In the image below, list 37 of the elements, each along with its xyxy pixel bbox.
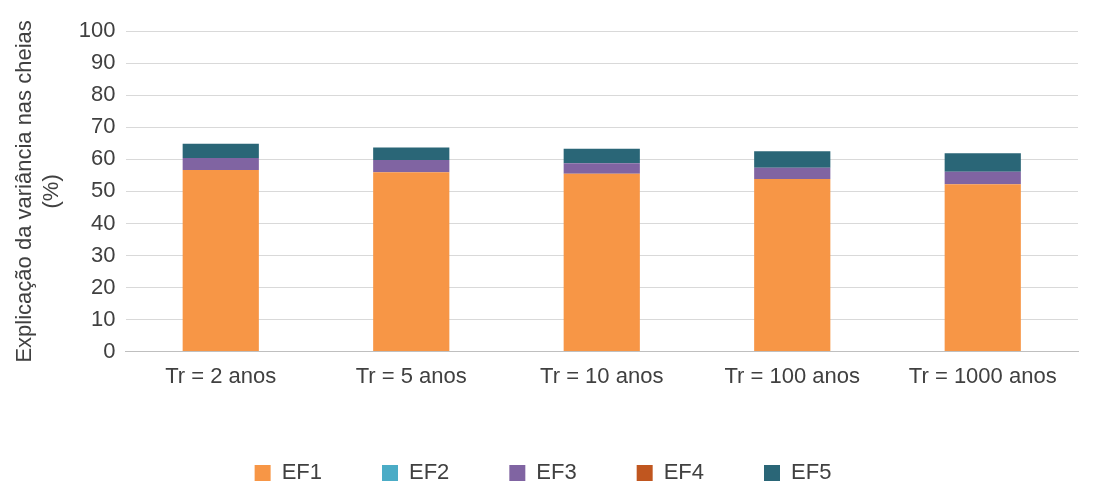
- x-tick-label: Tr = 10 anos: [540, 362, 664, 388]
- bar: [563, 173, 640, 352]
- y-tick-label: 40: [91, 209, 116, 235]
- bar: [182, 158, 259, 170]
- legend-label: EF3: [536, 459, 577, 485]
- y-tick-label: 100: [78, 17, 116, 43]
- y-tick-label: 20: [91, 273, 116, 299]
- bar: [944, 184, 1021, 352]
- bar: [944, 153, 1021, 172]
- legend-label: EF4: [663, 459, 705, 485]
- bar: [182, 143, 259, 159]
- legend-label: EF1: [281, 459, 322, 485]
- x-tick-label: Tr = 5 anos: [355, 362, 467, 388]
- bar: [182, 169, 259, 352]
- x-tick-label: Tr = 1000 anos: [908, 362, 1057, 388]
- y-tick-label: 10: [91, 305, 116, 331]
- y-tick-label: 90: [91, 49, 116, 75]
- y-tick-label: 0: [103, 337, 116, 363]
- y-tick-label: 60: [91, 145, 116, 171]
- legend-label: EF5: [791, 459, 832, 485]
- bar: [754, 151, 831, 168]
- bar: [563, 148, 640, 164]
- bar: [373, 172, 450, 352]
- bar: [754, 178, 831, 352]
- bar: [373, 160, 450, 173]
- y-axis-title: Explicação da variância nas cheias (%): [11, 20, 63, 363]
- y-tick-label: 80: [91, 81, 116, 107]
- x-tick-label: Tr = 100 anos: [724, 362, 861, 388]
- y-tick-label: 50: [91, 177, 116, 203]
- y-tick-label: 70: [91, 113, 116, 139]
- x-tick-label: Tr = 2 anos: [165, 362, 277, 388]
- y-tick-label: 30: [91, 241, 116, 267]
- legend-label: EF2: [408, 459, 450, 485]
- bar: [563, 163, 640, 174]
- bar: [373, 147, 450, 160]
- bar: [944, 171, 1021, 185]
- bar: [754, 167, 831, 179]
